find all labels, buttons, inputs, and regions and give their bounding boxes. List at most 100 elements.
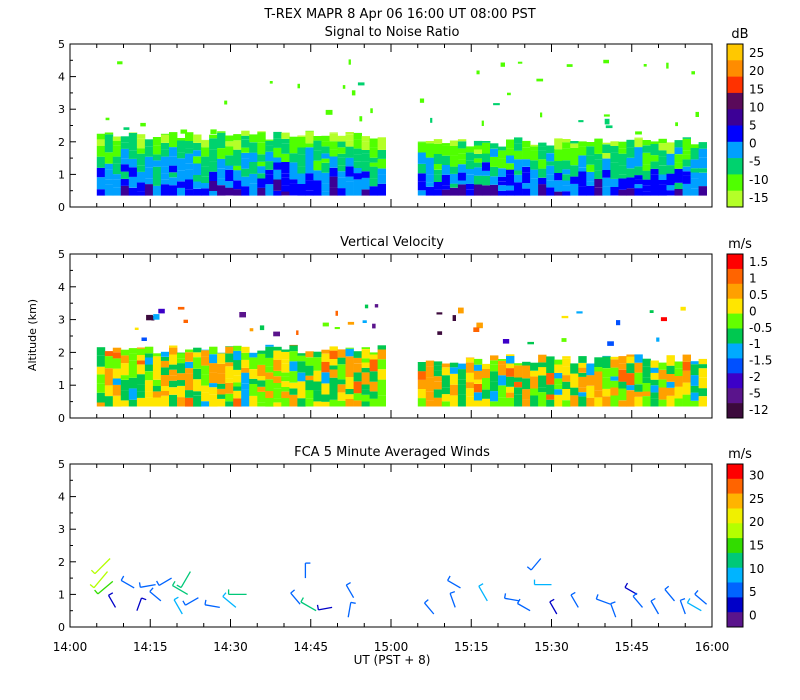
heat-cell xyxy=(140,122,146,127)
heat-cell xyxy=(136,360,146,365)
y-tick-label: 4 xyxy=(58,491,65,504)
heat-cell xyxy=(642,170,651,180)
heat-cell xyxy=(177,140,186,153)
heat-cell xyxy=(329,133,338,142)
heat-cell xyxy=(607,341,614,346)
heat-cell xyxy=(217,148,226,159)
heat-cell xyxy=(594,390,603,398)
heat-cell xyxy=(120,178,130,186)
heat-cell xyxy=(217,352,226,364)
colorbar-label: -12 xyxy=(749,403,769,417)
wind-barb xyxy=(650,597,660,615)
heat-cell xyxy=(586,397,595,407)
heat-cell xyxy=(419,98,425,103)
heat-cell xyxy=(433,139,443,144)
heat-cell xyxy=(618,165,627,175)
heat-cell xyxy=(369,162,378,167)
heat-cell xyxy=(305,365,314,376)
heat-cell xyxy=(193,181,202,189)
heat-cell xyxy=(313,160,322,171)
heat-cell xyxy=(650,367,659,373)
heat-cell xyxy=(177,138,186,141)
heat-cell xyxy=(417,163,427,174)
colorbar-swatch xyxy=(727,523,743,539)
heat-cell xyxy=(634,156,643,167)
heat-cell xyxy=(666,185,675,191)
heat-cell xyxy=(610,359,619,368)
wind-barb-shaft xyxy=(107,594,117,608)
heat-cell xyxy=(554,359,563,365)
heat-cell xyxy=(698,368,707,378)
heat-cell xyxy=(618,141,627,149)
heat-cell xyxy=(610,356,619,360)
heat-cell xyxy=(128,187,138,196)
heat-cell xyxy=(225,346,234,347)
heat-cell xyxy=(449,362,459,368)
heat-cell xyxy=(449,166,459,174)
heat-cell xyxy=(96,133,106,135)
heat-cell xyxy=(377,158,386,169)
heat-cell xyxy=(313,180,322,190)
heat-cell xyxy=(193,163,202,175)
heat-cell xyxy=(305,158,314,163)
heat-cell xyxy=(635,131,642,135)
heat-cell xyxy=(353,363,362,373)
wind-barb-shaft xyxy=(347,602,352,618)
wind-barb-flag xyxy=(94,589,99,595)
heat-cell xyxy=(374,304,379,308)
wind-barb-flag xyxy=(138,582,141,588)
wind-barb-flag xyxy=(90,569,96,575)
heat-cell xyxy=(642,179,651,186)
heat-cell xyxy=(618,381,627,389)
heat-cell xyxy=(457,184,467,196)
heat-cell xyxy=(337,371,346,380)
heat-cell xyxy=(578,356,587,363)
heat-cell xyxy=(690,385,699,393)
wind-barb xyxy=(89,571,108,589)
heat-cell xyxy=(217,398,226,407)
heat-cell xyxy=(345,394,354,399)
heat-cell xyxy=(177,352,186,359)
colorbar-label: -5 xyxy=(749,386,761,400)
heat-cell xyxy=(273,376,282,383)
heat-cell xyxy=(433,389,443,398)
heat-cell xyxy=(281,138,290,144)
colorbar-unit: dB xyxy=(731,27,748,42)
heat-cell xyxy=(562,160,571,170)
heat-cell xyxy=(570,183,579,196)
wind-barb xyxy=(632,592,643,608)
heat-cell xyxy=(201,166,210,177)
heat-cell xyxy=(112,145,122,157)
heat-cell xyxy=(257,132,266,143)
heat-cell xyxy=(682,138,691,151)
heat-cell xyxy=(562,148,571,161)
heat-cell xyxy=(433,381,443,390)
colorbar-swatch xyxy=(727,92,743,110)
heat-cell xyxy=(514,182,523,189)
heat-cell xyxy=(337,177,346,189)
heat-cell xyxy=(465,183,475,190)
heat-cell xyxy=(249,369,258,379)
heat-cell xyxy=(377,149,386,159)
heat-cell xyxy=(698,157,707,169)
colorbar-frame xyxy=(726,463,744,628)
heat-cell xyxy=(594,367,603,372)
heat-cell xyxy=(546,187,555,196)
heat-cell xyxy=(650,168,659,175)
heat-cell xyxy=(217,363,226,374)
colorbar-label: -5 xyxy=(749,155,761,169)
colorbar-label: -1 xyxy=(749,337,761,351)
heat-cell xyxy=(337,357,346,365)
colorbar-swatch xyxy=(727,328,743,344)
heat-cell xyxy=(112,187,122,196)
heat-cell xyxy=(177,363,186,374)
heat-cell xyxy=(594,143,603,154)
heat-cell xyxy=(144,397,154,407)
heat-cell xyxy=(538,146,547,151)
wind-barb-flag xyxy=(595,594,599,600)
heat-cell xyxy=(225,378,234,383)
heat-cell xyxy=(546,373,555,385)
heat-cell xyxy=(522,172,531,184)
